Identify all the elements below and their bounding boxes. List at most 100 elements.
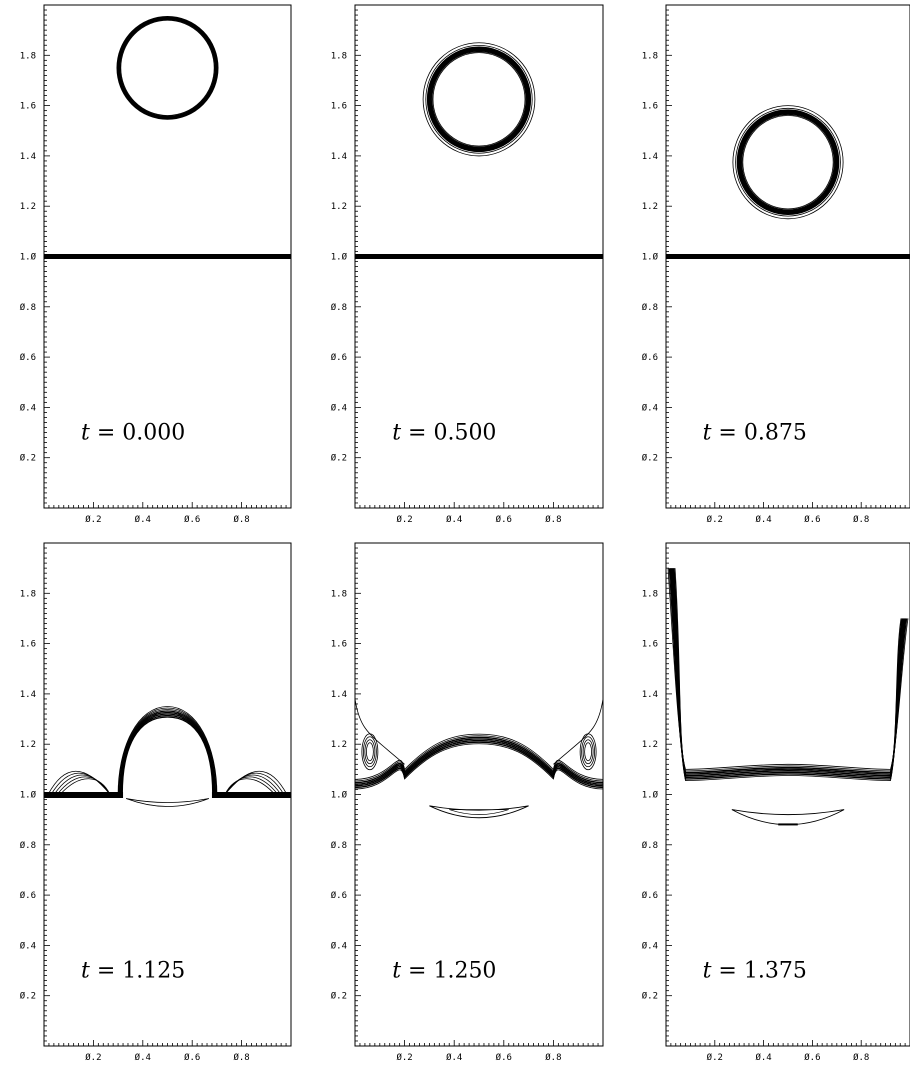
interface-contour [355, 739, 603, 787]
contour-lines [44, 706, 291, 807]
x-tick-label: Ø.6 [496, 514, 512, 525]
y-tick-label: 1.2 [20, 202, 36, 212]
y-tick-label: 1.6 [331, 640, 347, 650]
bubble-contour [738, 111, 838, 214]
bubble-contour [740, 112, 836, 212]
x-tick-label: Ø.6 [804, 514, 820, 525]
bubble-contour [120, 713, 215, 795]
bubble-contour [117, 16, 218, 119]
time-annotation: t = 0.000 [81, 421, 185, 446]
interface-contour [355, 736, 603, 784]
contour-lines [666, 105, 910, 259]
y-tick-label: 1.4 [20, 152, 36, 162]
y-tick-label: Ø.4 [331, 402, 347, 413]
y-tick-label: Ø.2 [20, 453, 36, 464]
y-tick-label: Ø.8 [20, 840, 36, 851]
x-tick-label: Ø.8 [545, 514, 561, 525]
x-tick-label: Ø.4 [446, 1052, 462, 1063]
y-tick-label: 1.4 [20, 690, 36, 700]
bubble-contour [425, 45, 533, 154]
x-tick-label: Ø.4 [755, 514, 771, 525]
interface-contour [666, 254, 910, 259]
y-tick-label: 1.Ø [642, 252, 659, 263]
y-tick-label: Ø.6 [331, 352, 347, 363]
bubble-contour [737, 110, 839, 215]
curl-contour [582, 739, 594, 765]
y-tick-label: 1.4 [642, 152, 658, 162]
y-tick-label: Ø.6 [642, 890, 658, 901]
y-tick-label: 1.2 [642, 740, 658, 750]
y-tick-label: Ø.6 [331, 890, 347, 901]
y-tick-label: 1.6 [20, 102, 36, 112]
x-tick-label: Ø.2 [707, 514, 723, 525]
y-tick-label: 1.Ø [20, 252, 37, 263]
splash-contour [224, 770, 288, 795]
lens-contour [778, 823, 798, 826]
y-tick-label: 1.6 [20, 640, 36, 650]
interface-contour [671, 568, 905, 777]
panel-3: Ø.2 Ø.4 Ø.6 Ø.8 1.Ø 1.2 1.4 1.6 1.8 Ø.2 Ø.4 Ø.6 Ø.8 t… [642, 4, 910, 525]
panel-1: Ø.2 Ø.4 Ø.6 Ø.8 1.Ø 1.2 1.4 1.6 1.8 Ø.2 Ø.4 Ø.6 Ø.8 t… [20, 4, 292, 525]
contour-lines [667, 568, 909, 826]
y-tick-label: 1.2 [642, 202, 658, 212]
y-tick-label: Ø.8 [331, 840, 347, 851]
y-tick-label: Ø.6 [20, 352, 36, 363]
y-tick-label: Ø.4 [642, 940, 658, 951]
y-tick-label: 1.Ø [331, 790, 348, 801]
bubble-contour [426, 46, 532, 153]
y-tick-label: 1.4 [331, 690, 347, 700]
bubble-contour [121, 716, 214, 795]
bubble-contour [431, 51, 527, 148]
time-annotation: t = 1.250 [392, 959, 496, 984]
contour-lines [355, 698, 603, 819]
y-tick-label: Ø.8 [331, 302, 347, 313]
bubble-contour [427, 47, 531, 152]
bubble-contour [422, 42, 536, 157]
lens-contour [449, 809, 509, 815]
interface-contour [355, 743, 603, 790]
curl-contour [362, 736, 377, 768]
x-tick-label: Ø.8 [233, 1052, 249, 1063]
time-annotation: t = 1.125 [81, 959, 185, 984]
y-tick-label: 1.6 [642, 640, 658, 650]
interface-contour [668, 568, 908, 772]
bubble-contour [117, 706, 218, 795]
interface-contour [667, 568, 909, 770]
splash-contour [47, 770, 111, 795]
y-tick-label: 1.Ø [642, 790, 659, 801]
bubble-contour [429, 49, 529, 150]
bubble-contour [736, 109, 840, 215]
y-tick-label: Ø.2 [642, 991, 658, 1002]
x-tick-label: Ø.4 [446, 514, 462, 525]
y-tick-label: 1.8 [642, 589, 658, 599]
bubble-contour [739, 112, 837, 213]
x-tick-label: Ø.4 [755, 1052, 771, 1063]
y-tick-label: 1.Ø [331, 252, 348, 263]
x-tick-label: Ø.6 [184, 1052, 200, 1063]
panel-4: Ø.2 Ø.4 Ø.6 Ø.8 1.Ø 1.2 1.4 1.6 1.8 Ø.2 Ø.4 Ø.6 Ø.8 t… [20, 542, 292, 1063]
bubble-contour [735, 107, 841, 217]
panel-5: Ø.2 Ø.4 Ø.6 Ø.8 1.Ø 1.2 1.4 1.6 1.8 Ø.2 Ø.4 Ø.6 Ø.8 t… [331, 542, 604, 1063]
bubble-contour [118, 709, 217, 795]
interface-contour [674, 568, 902, 781]
edge-contour [553, 698, 603, 765]
interface-contour [211, 792, 291, 798]
bubble-contour [428, 48, 530, 151]
y-tick-label: 1.4 [642, 690, 658, 700]
y-tick-label: Ø.4 [20, 940, 36, 951]
y-tick-label: 1.6 [642, 102, 658, 112]
x-tick-label: Ø.8 [545, 1052, 561, 1063]
bubble-contour [119, 711, 216, 795]
bubble-contour [120, 19, 215, 116]
bubble-contour [732, 105, 844, 220]
curl-contour [364, 739, 376, 765]
y-tick-label: 1.8 [20, 51, 36, 61]
y-tick-label: 1.2 [331, 740, 347, 750]
y-tick-label: Ø.2 [20, 991, 36, 1002]
x-tick-label: Ø.2 [396, 1052, 412, 1063]
panel-6: Ø.2 Ø.4 Ø.6 Ø.8 1.Ø 1.2 1.4 1.6 1.8 Ø.2 Ø.4 Ø.6 Ø.8 t… [642, 542, 910, 1063]
bubble-contour [742, 115, 834, 210]
x-tick-label: Ø.6 [496, 1052, 512, 1063]
x-tick-label: Ø.6 [184, 514, 200, 525]
y-tick-label: 1.8 [642, 51, 658, 61]
